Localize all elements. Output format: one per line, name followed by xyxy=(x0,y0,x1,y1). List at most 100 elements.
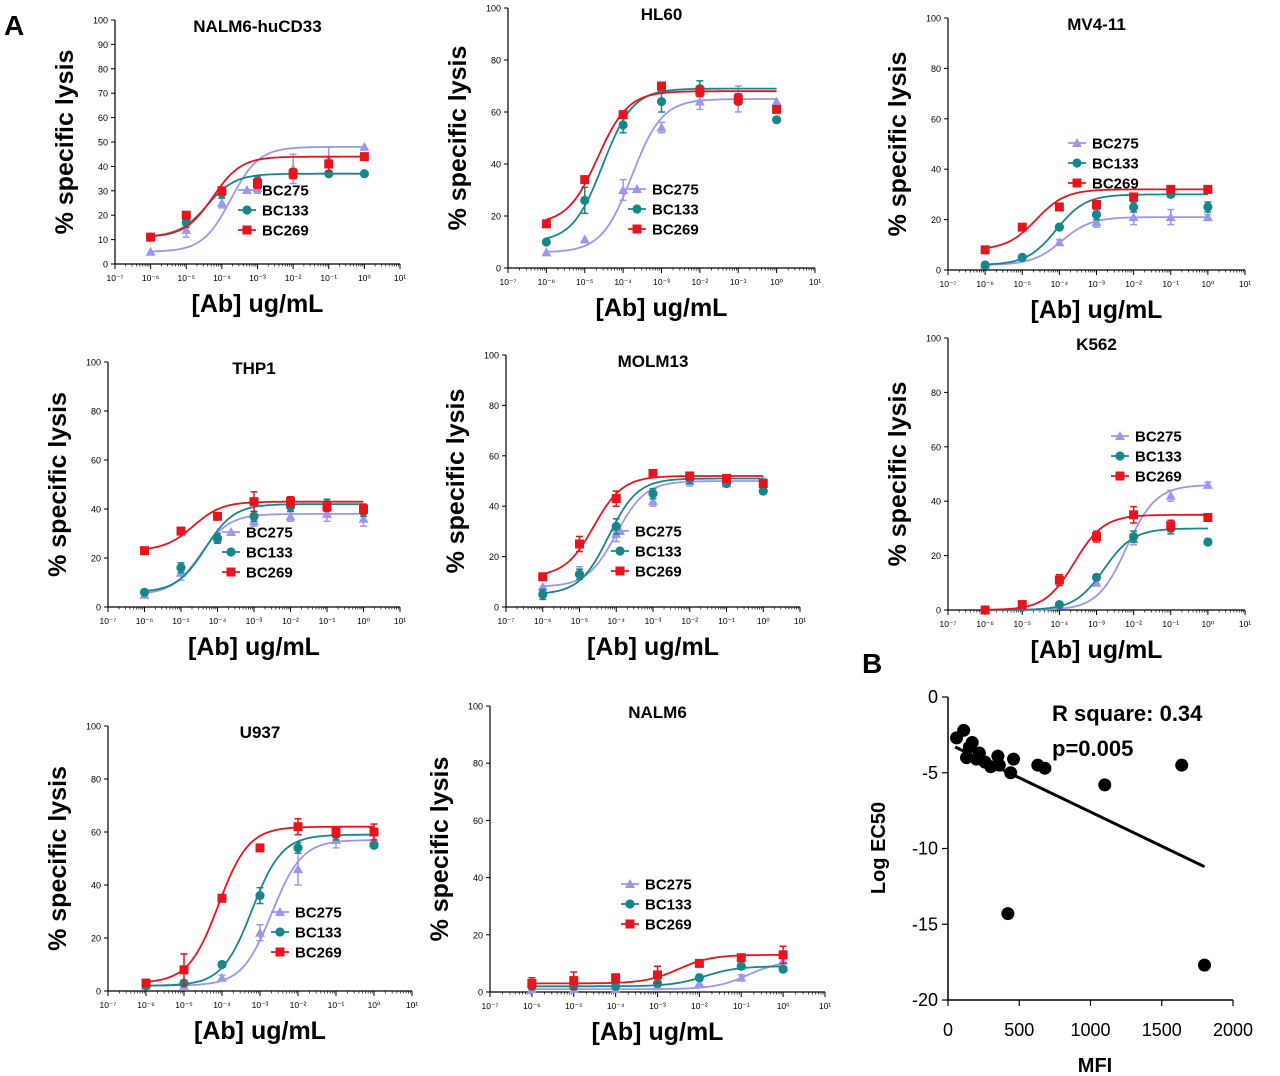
k562-bc133-point xyxy=(1129,531,1139,542)
thp1-bc269-legend-marker xyxy=(226,567,236,577)
hl60-bc133-point xyxy=(656,97,667,107)
hl60-xtick-label: 10⁰ xyxy=(770,277,783,287)
nalm6-xtick-label: 10⁰ xyxy=(777,1001,790,1011)
molm13-ylabel: % specific lysis xyxy=(442,389,470,574)
hl60-bc133-point xyxy=(618,120,628,130)
mv4-11-xtick-label: 10⁻¹ xyxy=(1162,279,1179,289)
hl60-bc275-point xyxy=(579,234,590,244)
mv4-11-bc269-point xyxy=(1203,184,1213,194)
chart-panel-b: 0 500 1000 1500 2000 0 -5 -10 -15 -20 MFI Log EC50 R… xyxy=(868,687,1253,1076)
nalm6-xtick-label: 10⁻⁶ xyxy=(523,1001,540,1011)
molm13-ytick-label: 20 xyxy=(489,552,499,562)
mv4-11-xtick-label: 10⁻² xyxy=(1125,279,1142,289)
u937-bc133-legend-marker xyxy=(275,927,285,937)
nalm6-bc269-point xyxy=(778,950,788,960)
k562-xtick-label: 10⁻⁵ xyxy=(1014,619,1031,629)
nalm6-bc133-point xyxy=(778,964,788,974)
mv4-11-bc269-point xyxy=(1017,222,1027,232)
u937-xtick-label: 10⁻⁶ xyxy=(137,1000,154,1010)
u937-bc133-legend-label: BC133 xyxy=(295,925,342,942)
k562-xtick-label: 10⁻⁷ xyxy=(939,619,956,629)
u937-bc275-point xyxy=(217,972,227,982)
nalm6-xtick-label: 10⁻³ xyxy=(649,1001,666,1011)
nalm6-hucd33-xtick-label: 10⁻¹ xyxy=(320,273,337,283)
nalm6-hucd33-bc269-point xyxy=(253,178,262,188)
u937-bc269-point xyxy=(217,893,227,903)
k562-bc269-legend-marker xyxy=(1115,471,1125,481)
hl60-bc269-point xyxy=(733,94,743,104)
molm13-xtick-label: 10⁻¹ xyxy=(718,616,735,626)
panel-b-point xyxy=(1098,778,1112,792)
u937-bc269-point xyxy=(293,822,303,832)
molm13-xtick-label: 10⁻² xyxy=(681,616,698,626)
nalm6-hucd33-bc133-point xyxy=(359,169,369,179)
nalm6-xtick-label: 10¹ xyxy=(819,1001,831,1011)
k562-xtick-label: 10⁻⁶ xyxy=(976,619,993,629)
molm13-bc275-point xyxy=(537,581,548,591)
k562-bc133-legend-label: BC133 xyxy=(1135,449,1182,466)
mv4-11-bc269-legend-marker xyxy=(1072,178,1082,188)
nalm6-bc269-point xyxy=(527,978,537,988)
u937-ytick-label: 40 xyxy=(91,881,101,891)
hl60-xtick-label: 10⁻⁴ xyxy=(614,277,632,287)
mv4-11-bc275-point xyxy=(1054,237,1065,247)
nalm6-hucd33-bc275-point xyxy=(181,224,192,234)
nalm6-hucd33-ytick-label: 20 xyxy=(98,211,108,221)
u937-bc269-point xyxy=(255,843,265,853)
molm13-bc275-point xyxy=(648,496,658,506)
nalm6-bc269-point xyxy=(653,970,662,980)
thp1-xtick-label: 10⁻¹ xyxy=(319,616,336,626)
nalm6-ytick-label: 40 xyxy=(473,873,483,883)
k562-bc269-point xyxy=(1166,521,1176,531)
k562-bc275-legend-label: BC275 xyxy=(1135,429,1182,446)
nalm6-bc275-legend-marker xyxy=(625,879,635,888)
thp1-bc269-point xyxy=(322,502,332,512)
u937-xtick-label: 10⁻³ xyxy=(252,1000,269,1010)
thp1-bc133-legend-marker xyxy=(226,547,236,557)
thp1-xtick-label: 10⁻⁵ xyxy=(172,616,189,626)
k562-xtick-label: 10⁻⁴ xyxy=(1051,619,1069,629)
nalm6-hucd33-xtick-label: 10⁻⁶ xyxy=(142,273,159,283)
thp1-ytick-label: 100 xyxy=(86,358,101,368)
nalm6-bc269-legend-marker xyxy=(625,919,635,929)
nalm6-hucd33-xtick-label: 10⁰ xyxy=(358,273,371,283)
nalm6-hucd33-xtick-label: 10⁻⁵ xyxy=(178,273,195,283)
panel-b-point xyxy=(992,758,1006,772)
thp1-ytick-label: 80 xyxy=(91,407,101,417)
k562-xtick-label: 10⁻² xyxy=(1125,619,1142,629)
molm13-xtick-label: 10⁻³ xyxy=(645,616,662,626)
nalm6-hucd33-xtick-label: 10⁻² xyxy=(285,273,302,283)
chart-molm13: 0 20 40 60 80 100 10⁻⁷ 10⁻⁶ 10⁻⁵ 10⁻⁴ 10⁻³ 10⁻² 10⁻¹… xyxy=(442,351,806,662)
hl60-bc275-point xyxy=(618,185,629,194)
mv4-11-bc269-point xyxy=(1092,199,1101,209)
u937-bc275-point xyxy=(255,927,265,937)
u937-bc269-point xyxy=(369,827,379,837)
k562-bc133-point xyxy=(1203,537,1213,547)
panel-b-ytick-label: -15 xyxy=(912,914,938,934)
u937-xtick-label: 10⁻⁷ xyxy=(99,1000,116,1010)
mv4-11-ytick-label: 0 xyxy=(936,266,941,276)
hl60-xlabel: [Ab] ug/mL xyxy=(596,294,728,322)
nalm6-hucd33-bc269-legend-label: BC269 xyxy=(262,223,309,240)
mv4-11-xtick-label: 10⁻⁴ xyxy=(1051,279,1069,289)
panel-b-point xyxy=(1007,752,1021,766)
chart-u937: 0 20 40 60 80 100 10⁻⁷ 10⁻⁶ 10⁻⁵ 10⁻⁴ 10⁻³ 10⁻² 10⁻¹… xyxy=(44,722,418,1046)
molm13-ytick-label: 80 xyxy=(489,401,499,411)
nalm6-bc133-legend-label: BC133 xyxy=(645,897,692,914)
nalm6-bc133-point xyxy=(694,973,704,983)
mv4-11-title: MV4-11 xyxy=(1067,15,1126,34)
nalm6-hucd33-bc275-legend-label: BC275 xyxy=(262,183,309,200)
nalm6-hucd33-bc133-legend-marker xyxy=(242,205,252,215)
molm13-ytick-label: 40 xyxy=(489,502,499,512)
nalm6-hucd33-bc269-point xyxy=(181,210,191,220)
u937-xtick-label: 10⁻⁴ xyxy=(213,1000,231,1010)
thp1-xtick-label: 10⁻⁴ xyxy=(209,616,227,626)
nalm6-hucd33-bc269-point xyxy=(146,232,156,242)
panel-b-point xyxy=(1038,761,1052,775)
hl60-bc275-legend-label: BC275 xyxy=(652,182,699,199)
k562-ytick-label: 80 xyxy=(931,388,941,398)
hl60-ylabel: % specific lysis xyxy=(444,46,472,231)
thp1-bc133-point xyxy=(212,533,223,544)
mv4-11-bc269-point xyxy=(1166,184,1176,194)
thp1-bc269-point xyxy=(140,546,149,556)
